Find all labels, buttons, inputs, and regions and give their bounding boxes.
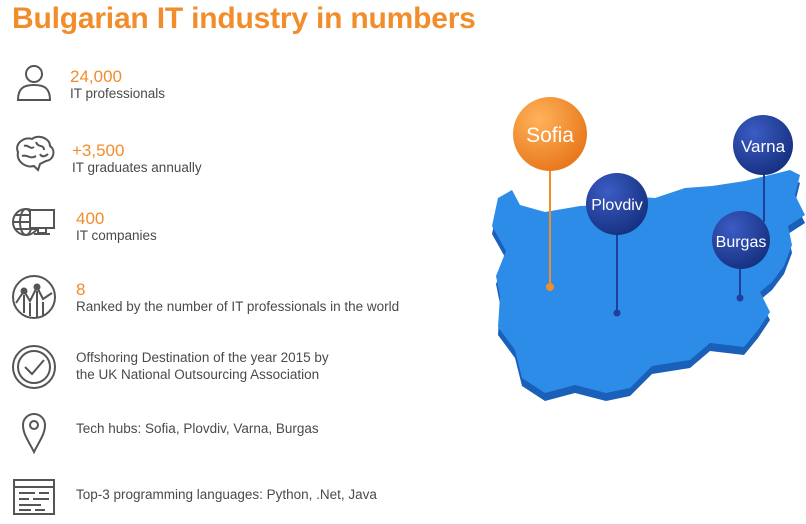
globe-computer-icon [10,200,58,248]
city-pin-varna: Varna [733,115,793,175]
fact-line: the UK National Outsourcing Association [76,367,320,382]
stat-label: IT graduates annually [72,160,202,175]
fact-line: Top-3 programming languages: Python, .Ne… [76,487,377,502]
stat-number: +3,500 [72,141,125,160]
ranking-chart-icon [10,273,58,321]
city-label: Varna [741,137,786,156]
fact-offshoring-award: Offshoring Destination of the year 2015 … [0,343,470,393]
plovdiv-pin-dot [613,309,621,317]
fact-programming-languages: Top-3 programming languages: Python, .Ne… [0,474,470,524]
stat-label: IT companies [76,228,157,243]
stat-ranking: 8 Ranked by the number of IT professiona… [0,273,470,323]
stat-label: IT professionals [70,86,166,101]
stat-it-companies: 400 IT companies [0,200,470,250]
fact-line: Tech hubs: Sofia, Plovdiv, Varna, Burgas [76,421,319,436]
brain-icon [10,130,58,178]
city-label: Burgas [716,234,767,251]
burgas-pin-dot [736,294,744,302]
checkmark-badge-icon [10,343,58,391]
fact-line: Offshoring Destination of the year 2015 … [76,350,329,365]
stat-label: Ranked by the number of IT professionals… [76,299,400,314]
bulgaria-map: Sofia Plovdiv Varna Burgas [480,80,806,410]
fact-tech-hubs: Tech hubs: Sofia, Plovdiv, Varna, Burgas [0,408,470,458]
stat-number: 8 [76,280,86,299]
stat-it-professionals: 24,000 IT professionals [0,60,470,110]
stat-number: 24,000 [70,67,122,86]
stat-number: 400 [76,209,105,228]
stat-it-graduates: +3,500 IT graduates annually [0,130,470,180]
city-pin-burgas: Burgas [712,211,770,269]
person-icon [10,60,58,108]
location-pin-icon [10,408,58,456]
city-pin-sofia: Sofia [513,97,587,171]
city-label: Sofia [526,124,574,147]
city-label: Plovdiv [591,197,643,214]
sofia-pin-dot [546,283,554,291]
code-window-icon [10,474,58,522]
city-pin-plovdiv: Plovdiv [586,173,648,235]
page-title: Bulgarian IT industry in numbers [12,2,476,35]
country-shape [492,170,805,393]
